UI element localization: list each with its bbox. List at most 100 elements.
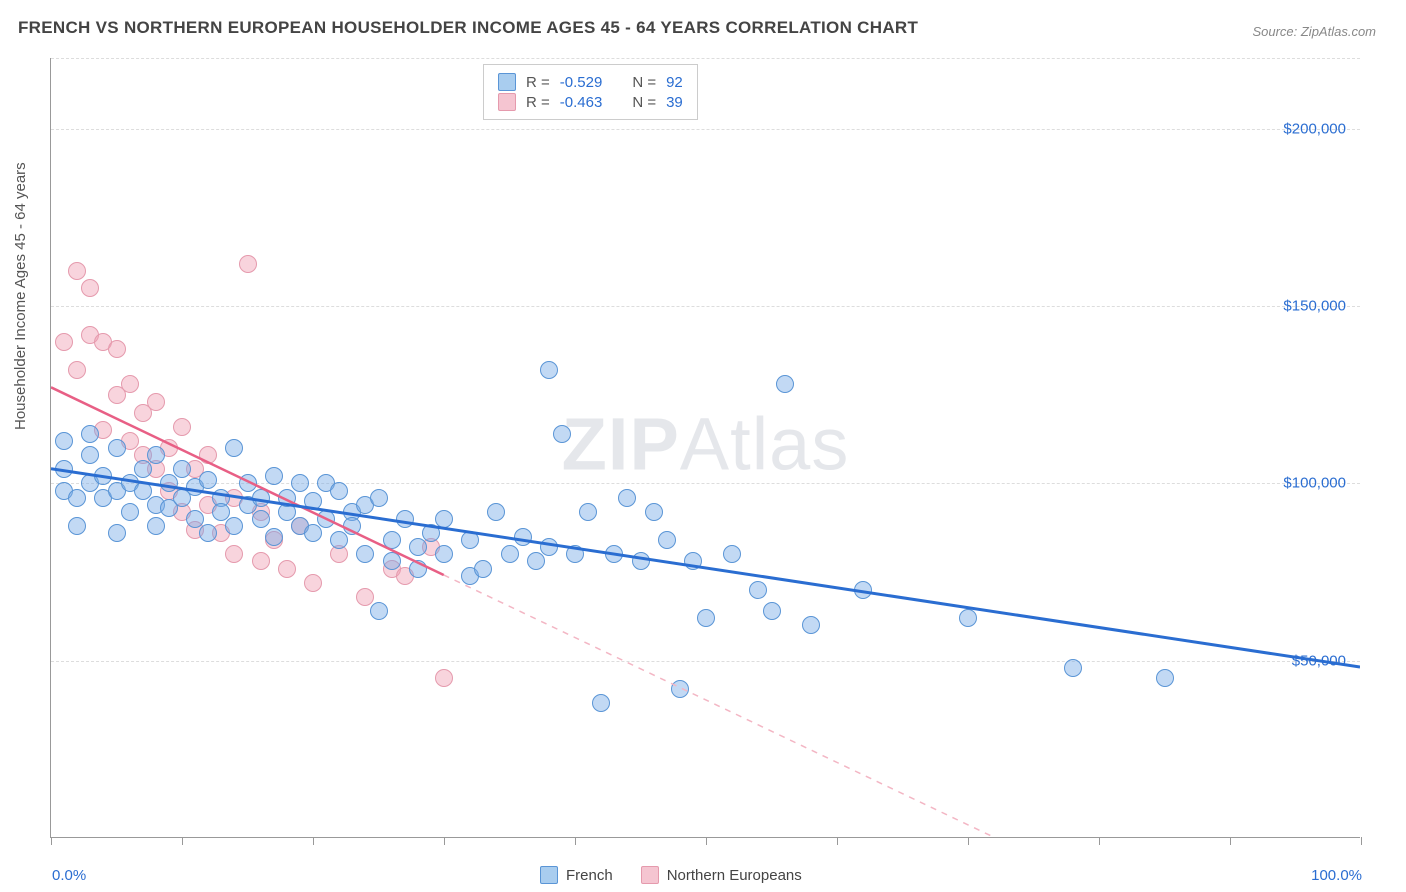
- chart-title: FRENCH VS NORTHERN EUROPEAN HOUSEHOLDER …: [18, 18, 918, 38]
- data-point: [225, 545, 243, 563]
- data-point: [199, 471, 217, 489]
- n-label: N =: [632, 94, 656, 111]
- data-point: [121, 375, 139, 393]
- source-label: Source: ZipAtlas.com: [1252, 24, 1376, 39]
- n-value-northern: 39: [666, 94, 683, 111]
- y-axis-title: Householder Income Ages 45 - 64 years: [12, 162, 29, 430]
- data-point: [356, 545, 374, 563]
- swatch-northern: [641, 866, 659, 884]
- data-point: [147, 393, 165, 411]
- data-point: [55, 432, 73, 450]
- data-point: [81, 446, 99, 464]
- data-point: [487, 503, 505, 521]
- data-point: [225, 517, 243, 535]
- n-label: N =: [632, 74, 656, 91]
- trend-northern-dashed: [444, 575, 994, 837]
- data-point: [94, 467, 112, 485]
- data-point: [225, 439, 243, 457]
- legend-label-northern: Northern Europeans: [667, 867, 802, 884]
- data-point: [252, 489, 270, 507]
- data-point: [959, 609, 977, 627]
- data-point: [553, 425, 571, 443]
- n-value-french: 92: [666, 74, 683, 91]
- data-point: [121, 503, 139, 521]
- data-point: [763, 602, 781, 620]
- r-value-french: -0.529: [560, 74, 603, 91]
- legend-label-french: French: [566, 867, 613, 884]
- data-point: [501, 545, 519, 563]
- data-point: [68, 361, 86, 379]
- data-point: [173, 460, 191, 478]
- data-point: [278, 489, 296, 507]
- legend-item-french: French: [540, 866, 613, 884]
- data-point: [435, 510, 453, 528]
- y-tick-label: $200,000: [1283, 120, 1346, 137]
- data-point: [474, 560, 492, 578]
- data-point: [68, 489, 86, 507]
- data-point: [343, 517, 361, 535]
- y-tick-label: $150,000: [1283, 298, 1346, 315]
- data-point: [658, 531, 676, 549]
- data-point: [291, 474, 309, 492]
- data-point: [173, 418, 191, 436]
- r-label: R =: [526, 74, 550, 91]
- data-point: [1156, 669, 1174, 687]
- data-point: [802, 616, 820, 634]
- stat-row-french: R = -0.529 N = 92: [498, 73, 683, 91]
- data-point: [108, 524, 126, 542]
- stat-legend: R = -0.529 N = 92 R = -0.463 N = 39: [483, 64, 698, 120]
- data-point: [605, 545, 623, 563]
- data-point: [199, 524, 217, 542]
- data-point: [618, 489, 636, 507]
- data-point: [239, 255, 257, 273]
- data-point: [461, 531, 479, 549]
- data-point: [435, 669, 453, 687]
- data-point: [749, 581, 767, 599]
- data-point: [370, 489, 388, 507]
- bottom-legend: French Northern Europeans: [540, 866, 802, 884]
- legend-item-northern: Northern Europeans: [641, 866, 802, 884]
- data-point: [540, 361, 558, 379]
- data-point: [304, 524, 322, 542]
- data-point: [671, 680, 689, 698]
- data-point: [55, 333, 73, 351]
- data-point: [1064, 659, 1082, 677]
- data-point: [134, 482, 152, 500]
- data-point: [540, 538, 558, 556]
- data-point: [645, 503, 663, 521]
- swatch-northern: [498, 93, 516, 111]
- data-point: [252, 552, 270, 570]
- data-point: [81, 425, 99, 443]
- data-point: [265, 528, 283, 546]
- stat-row-northern: R = -0.463 N = 39: [498, 93, 683, 111]
- y-tick-label: $100,000: [1283, 475, 1346, 492]
- data-point: [514, 528, 532, 546]
- data-point: [697, 609, 715, 627]
- data-point: [147, 446, 165, 464]
- watermark: ZIPAtlas: [562, 401, 850, 486]
- y-tick-label: $50,000: [1292, 652, 1346, 669]
- data-point: [409, 538, 427, 556]
- data-point: [566, 545, 584, 563]
- data-point: [330, 482, 348, 500]
- data-point: [396, 510, 414, 528]
- data-point: [422, 524, 440, 542]
- data-point: [252, 510, 270, 528]
- data-point: [356, 588, 374, 606]
- data-point: [317, 510, 335, 528]
- data-point: [723, 545, 741, 563]
- data-point: [199, 446, 217, 464]
- data-point: [160, 474, 178, 492]
- data-point: [81, 279, 99, 297]
- data-point: [330, 531, 348, 549]
- swatch-french: [540, 866, 558, 884]
- r-value-northern: -0.463: [560, 94, 603, 111]
- data-point: [134, 460, 152, 478]
- data-point: [632, 552, 650, 570]
- data-point: [854, 581, 872, 599]
- data-point: [304, 492, 322, 510]
- plot-area: ZIPAtlas $50,000 $100,000 $150,000 $200,000…: [50, 58, 1360, 838]
- watermark-light: Atlas: [680, 402, 850, 485]
- data-point: [383, 552, 401, 570]
- data-point: [592, 694, 610, 712]
